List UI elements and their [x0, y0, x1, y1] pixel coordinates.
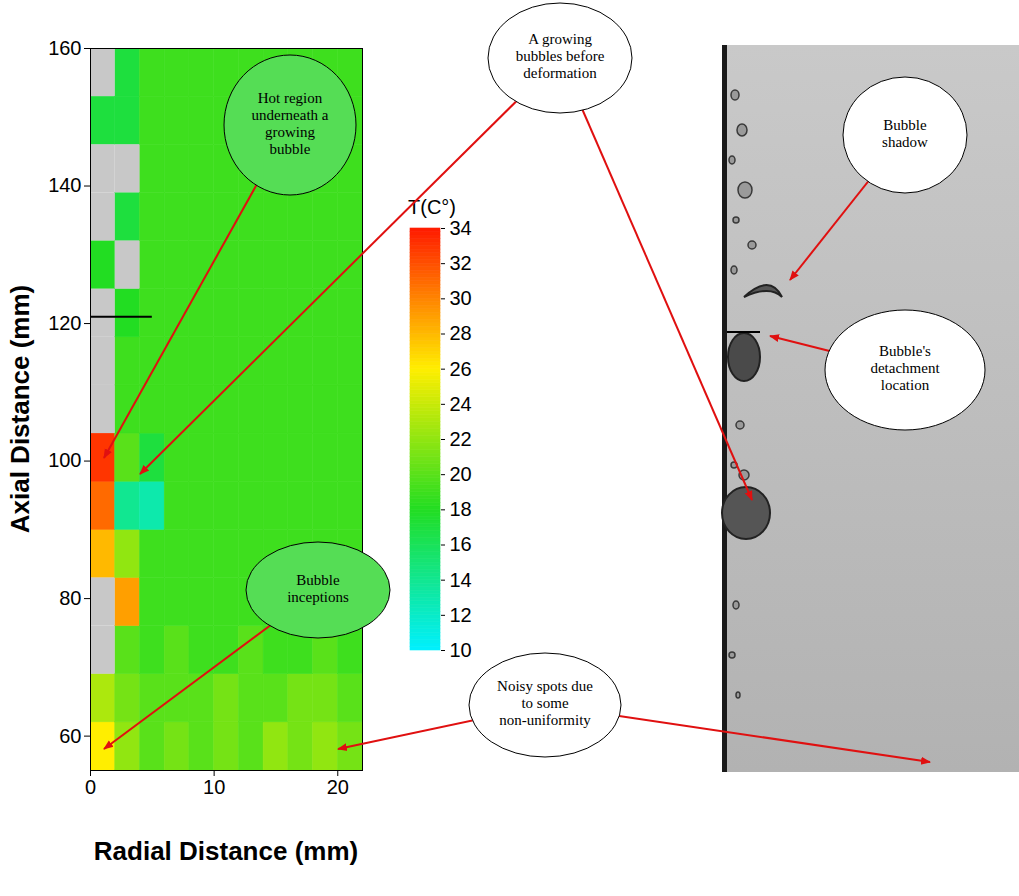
svg-text:Noisy spots due: Noisy spots due [497, 678, 593, 694]
svg-text:non-uniformity: non-uniformity [499, 712, 591, 728]
svg-text:underneath a: underneath a [251, 107, 328, 123]
svg-text:100: 100 [48, 449, 81, 471]
svg-text:Bubble: Bubble [883, 117, 927, 133]
svg-text:shadow: shadow [882, 134, 928, 150]
svg-text:Bubble's: Bubble's [879, 343, 931, 359]
svg-text:20: 20 [327, 776, 349, 798]
svg-text:to some: to some [521, 695, 568, 711]
svg-text:Bubble: Bubble [296, 572, 340, 588]
svg-text:140: 140 [48, 174, 81, 196]
svg-text:30: 30 [450, 287, 472, 309]
svg-text:32: 32 [450, 252, 472, 274]
svg-text:34: 34 [450, 217, 472, 239]
svg-text:120: 120 [48, 312, 81, 334]
svg-text:20: 20 [450, 463, 472, 485]
svg-text:location: location [881, 377, 930, 393]
svg-text:26: 26 [450, 358, 472, 380]
svg-text:14: 14 [450, 569, 472, 591]
svg-text:A growing: A growing [528, 31, 592, 47]
svg-text:detachment: detachment [870, 360, 940, 376]
svg-text:bubbles before: bubbles before [516, 48, 605, 64]
svg-text:24: 24 [450, 393, 472, 415]
svg-text:0: 0 [85, 776, 96, 798]
html-text:T(C°): T(C°) [408, 196, 456, 218]
svg-text:160: 160 [48, 37, 81, 59]
svg-text:inceptions: inceptions [287, 589, 349, 605]
html-text:Axial Distance (mm): Axial Distance (mm) [4, 284, 35, 534]
html-text:Radial Distance (mm): Radial Distance (mm) [93, 836, 359, 866]
svg-text:10: 10 [203, 776, 225, 798]
svg-text:18: 18 [450, 498, 472, 520]
svg-text:Hot region: Hot region [258, 90, 323, 106]
svg-text:16: 16 [450, 533, 472, 555]
svg-text:28: 28 [450, 322, 472, 344]
svg-text:80: 80 [59, 587, 81, 609]
svg-text:22: 22 [450, 428, 472, 450]
svg-text:10: 10 [450, 639, 472, 661]
svg-text:deformation: deformation [523, 65, 597, 81]
svg-text:12: 12 [450, 604, 472, 626]
svg-text:60: 60 [59, 725, 81, 747]
svg-text:growing: growing [265, 124, 315, 140]
svg-text:bubble: bubble [270, 141, 311, 157]
